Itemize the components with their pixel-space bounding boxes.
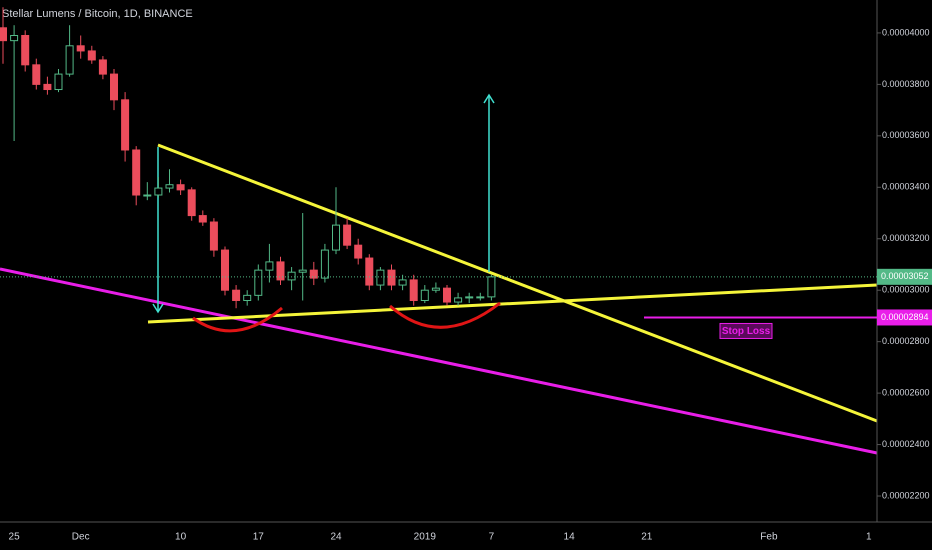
price-label-box [877, 309, 932, 326]
y-tick-label: 0.00003000 [882, 285, 930, 295]
candle-body [343, 224, 352, 246]
candle-body [21, 35, 30, 66]
stop-loss-text: Stop Loss [722, 326, 771, 337]
candle-body [254, 269, 263, 296]
last-price-label: 0.00003052 [881, 271, 929, 281]
candle-body [132, 149, 141, 196]
y-tick-label: 0.00002200 [882, 490, 930, 500]
candle-body [431, 287, 440, 291]
candle-body [76, 45, 85, 52]
trend-line [157, 143, 878, 423]
candle-body [165, 184, 174, 189]
candle-body [87, 50, 96, 61]
x-tick-label: Feb [760, 532, 778, 543]
candle-body [43, 83, 52, 91]
candle-body [54, 73, 63, 91]
x-tick-label: 10 [175, 532, 187, 543]
pattern-arc [192, 306, 283, 333]
x-tick-label: Dec [72, 532, 90, 543]
candle-body [298, 269, 307, 273]
candle-body [476, 296, 485, 299]
candle-body [243, 294, 252, 301]
y-tick-label: 0.00003200 [882, 233, 930, 243]
candle-body [232, 289, 241, 301]
candle-body [398, 279, 407, 286]
x-tick-label: 25 [9, 532, 21, 543]
candle-body [420, 289, 429, 301]
x-tick-label: 21 [641, 532, 653, 543]
price-label-box [877, 268, 932, 285]
x-tick-label: 1 [866, 532, 872, 543]
candle-body [32, 64, 41, 85]
candle-body [454, 297, 463, 303]
candle-body [320, 249, 329, 279]
candle-body [65, 45, 74, 75]
pattern-arc [389, 301, 501, 329]
candle-body [409, 279, 418, 301]
candle-body [265, 261, 274, 271]
candle-body [487, 276, 496, 298]
candle-body [209, 221, 218, 251]
stop-loss-price-label: 0.00002894 [881, 312, 929, 322]
candle-body [309, 269, 318, 279]
candle-body [465, 296, 474, 299]
candle-body [98, 59, 107, 75]
candle-body [443, 287, 451, 303]
y-tick-label: 0.00003400 [882, 182, 930, 192]
candle-body [0, 27, 7, 42]
candle-body [387, 269, 396, 286]
candle-body [187, 189, 196, 217]
candle-body [376, 269, 385, 286]
candle-body [10, 35, 19, 42]
x-tick-label: 17 [253, 532, 265, 543]
y-tick-label: 0.00003800 [882, 79, 930, 89]
candle-body [221, 249, 229, 291]
y-tick-label: 0.00004000 [882, 27, 930, 37]
candle-body [154, 187, 163, 196]
candle-body [198, 215, 207, 223]
y-tick-label: 0.00002600 [882, 387, 930, 397]
candle-body [287, 271, 296, 281]
chart-title: Stellar Lumens / Bitcoin, 1D, BINANCE [2, 8, 193, 20]
x-tick-label: 2019 [414, 532, 437, 543]
y-tick-label: 0.00002800 [882, 336, 930, 346]
arrow [152, 93, 495, 314]
x-tick-label: 7 [489, 532, 495, 543]
trend-line [0, 267, 878, 455]
candle-body [276, 261, 285, 281]
candle-body [354, 244, 363, 259]
candle-body [332, 224, 340, 251]
candle-body [110, 73, 118, 101]
candle-body [143, 194, 152, 197]
candle-body [365, 257, 374, 286]
x-tick-label: 14 [564, 532, 576, 543]
y-tick-label: 0.00003600 [882, 130, 930, 140]
y-tick-label: 0.00002400 [882, 439, 930, 449]
candle-body [176, 184, 185, 191]
candle-body [121, 99, 130, 151]
x-tick-label: 24 [330, 532, 342, 543]
annotation-box [719, 322, 773, 339]
